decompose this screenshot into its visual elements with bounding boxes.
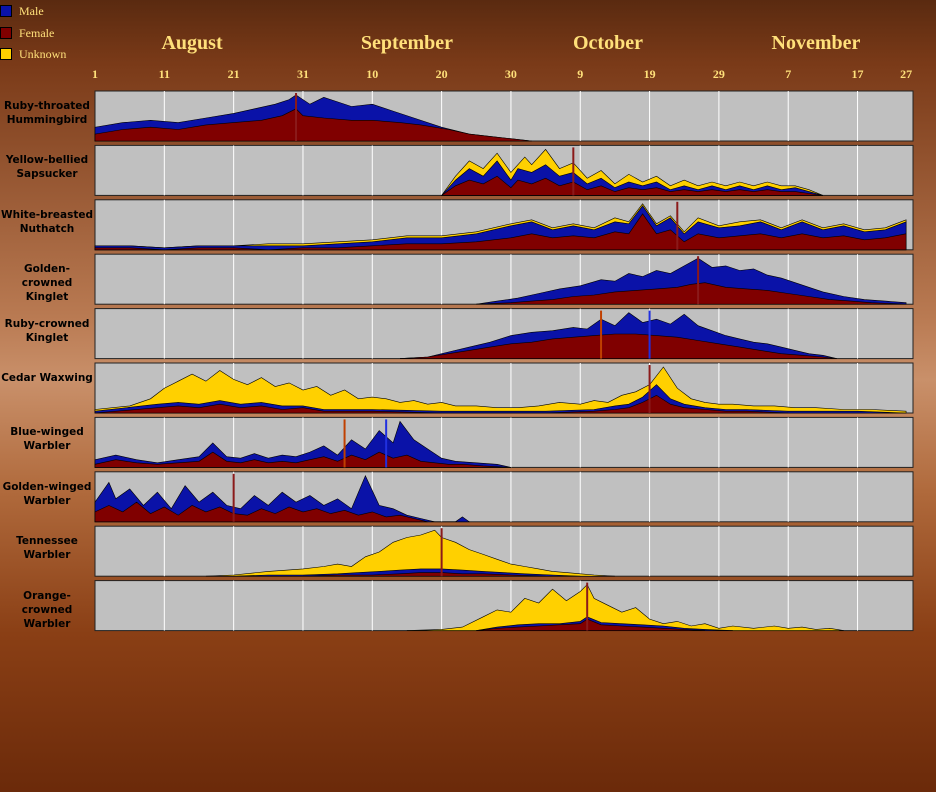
- day-tick-label: 31: [296, 67, 309, 81]
- area-female: [94, 394, 789, 414]
- species-panel: [94, 525, 914, 577]
- day-tick-label: 20: [435, 67, 448, 81]
- area-female: [94, 501, 428, 523]
- day-tick-label: 11: [158, 67, 170, 81]
- species-panel: [94, 144, 914, 196]
- day-tick-label: 30: [504, 67, 517, 81]
- species-panel: [94, 199, 914, 251]
- legend-label-unknown: Unknown: [19, 47, 67, 61]
- day-tick-label: 10: [366, 67, 379, 81]
- area-female: [94, 451, 511, 468]
- month-label-september: September: [360, 32, 454, 54]
- area-unknown: [406, 584, 844, 631]
- legend-item-male: Male: [0, 4, 90, 18]
- species-label: Yellow-bellied Sapsucker: [5, 154, 89, 181]
- species-panel: [94, 253, 914, 305]
- legend-swatch-male: [0, 5, 12, 17]
- day-tick-label: 27: [900, 67, 913, 81]
- area-unknown: [94, 366, 907, 414]
- species-label: Golden-crowned Kinglet: [21, 263, 73, 304]
- species-label: White-breasted Nuthatch: [1, 208, 93, 235]
- species-label: Blue-winged Warbler: [10, 426, 84, 453]
- legend-swatch-female: [0, 27, 12, 39]
- area-female: [399, 333, 837, 359]
- area-female: [94, 108, 532, 142]
- species-panel: [94, 416, 914, 468]
- area-male: [94, 384, 907, 414]
- legend-swatch-unknown: [0, 48, 12, 60]
- species-panel: [94, 308, 914, 360]
- legend-item-unknown: Unknown: [0, 47, 90, 61]
- species-label: Cedar Waxwing: [1, 372, 93, 384]
- month-label-november: November: [771, 32, 861, 54]
- day-tick-label: 9: [577, 67, 584, 81]
- area-female: [476, 618, 706, 631]
- species-panel: [94, 580, 914, 632]
- legend-label-male: Male: [19, 4, 44, 18]
- day-tick-label: 1: [92, 67, 98, 81]
- day-tick-label: 19: [643, 67, 656, 81]
- day-tick-label: 29: [712, 67, 725, 81]
- month-label-august: August: [161, 32, 223, 54]
- area-male: [476, 257, 907, 305]
- species-panel: [94, 471, 914, 523]
- day-tick-label: 7: [785, 67, 792, 81]
- area-female: [94, 213, 907, 251]
- species-label: Ruby-crowned Kinglet: [4, 317, 90, 344]
- species-label: Ruby-throated Hummingbird: [4, 100, 90, 126]
- species-label: Tennessee Warbler: [16, 535, 78, 562]
- legend-label-female: Female: [19, 26, 55, 40]
- area-female: [440, 175, 823, 196]
- species-panel: [94, 362, 914, 414]
- species-label: Golden-winged Warbler: [2, 480, 92, 507]
- day-tick-label: 21: [227, 67, 240, 81]
- species-label: Orange-crowned Warbler: [21, 589, 73, 630]
- month-label-october: October: [572, 32, 643, 54]
- species-panel: [94, 90, 914, 142]
- legend-item-female: Female: [0, 26, 90, 40]
- day-tick-label: 17: [851, 67, 864, 81]
